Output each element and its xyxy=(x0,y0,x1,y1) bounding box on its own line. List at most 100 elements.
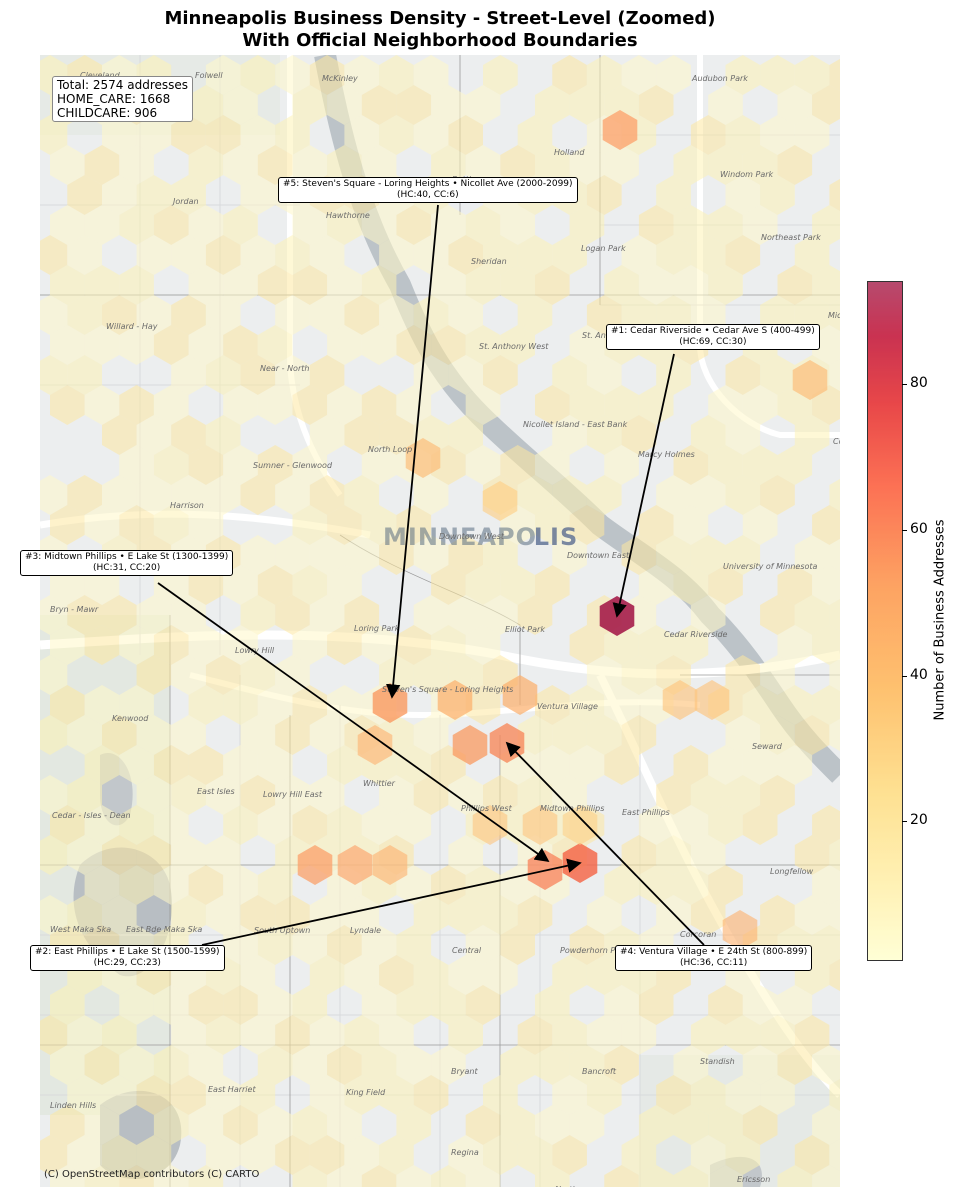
density-hex xyxy=(586,355,622,395)
density-hex xyxy=(760,595,795,635)
density-hex xyxy=(379,1135,414,1175)
neighborhood-label: Cedar - Isles - Dean xyxy=(52,811,131,820)
density-hex xyxy=(257,445,293,485)
density-hex xyxy=(257,1045,293,1085)
map-area[interactable]: MINNEAPO LIS ClevelandFolwellMcKinleyAud… xyxy=(40,55,840,1187)
density-hex xyxy=(760,655,795,695)
density-hex xyxy=(119,745,154,785)
density-hex xyxy=(586,55,622,95)
density-hex xyxy=(656,1075,691,1115)
neighborhood-label: Ventura Village xyxy=(537,702,598,711)
density-hex xyxy=(361,265,397,305)
density-hex xyxy=(102,595,137,635)
density-hex xyxy=(413,115,449,155)
density-hex xyxy=(829,58,840,92)
density-hex xyxy=(777,985,813,1025)
density-hex xyxy=(586,1075,622,1115)
density-hex xyxy=(483,955,518,995)
density-hex xyxy=(725,1135,761,1175)
density-hex xyxy=(448,235,483,275)
density-hex xyxy=(344,475,380,515)
density-hex xyxy=(586,475,622,515)
density-hex xyxy=(725,1075,761,1115)
density-hex xyxy=(327,505,362,545)
density-hex xyxy=(153,205,189,245)
neighborhood-label: Harrison xyxy=(170,501,204,510)
density-hex xyxy=(829,958,840,992)
density-hex xyxy=(240,115,276,155)
density-hex xyxy=(552,1135,587,1175)
density-hex xyxy=(361,325,397,365)
density-hex xyxy=(725,235,761,275)
density-hex xyxy=(102,295,137,335)
density-hex xyxy=(188,445,224,485)
density-hex-high xyxy=(694,680,730,720)
density-hex xyxy=(725,355,761,395)
density-hex xyxy=(67,1135,102,1175)
neighborhood-label: Northrop xyxy=(555,1185,591,1187)
density-hex xyxy=(240,535,276,575)
density-hex xyxy=(673,1045,709,1085)
density-hex xyxy=(40,775,68,815)
density-hex xyxy=(67,235,102,275)
density-hex xyxy=(292,1105,328,1145)
density-hex xyxy=(50,205,85,245)
density-hex xyxy=(119,1165,154,1187)
density-hex xyxy=(50,625,85,665)
density-hex xyxy=(153,385,189,425)
density-hex xyxy=(84,1165,120,1187)
density-hex xyxy=(586,655,622,695)
density-hex xyxy=(205,235,241,275)
density-hex xyxy=(309,955,345,995)
density-hex xyxy=(379,1015,414,1055)
density-hex xyxy=(361,85,397,125)
density-hex xyxy=(119,205,154,245)
density-hex xyxy=(84,505,120,545)
density-hex xyxy=(171,1015,206,1055)
density-hex xyxy=(119,505,154,545)
density-hex xyxy=(760,55,795,95)
density-hex xyxy=(708,265,743,305)
density-hex xyxy=(586,955,622,995)
density-hex xyxy=(552,1075,587,1115)
density-hex xyxy=(188,325,224,365)
density-hex xyxy=(309,355,345,395)
density-hex xyxy=(67,775,102,815)
density-hex xyxy=(812,1105,840,1145)
density-hex xyxy=(344,415,380,455)
density-hex xyxy=(812,685,840,725)
density-hex xyxy=(102,715,137,755)
density-hex xyxy=(621,55,657,95)
density-hex xyxy=(812,625,840,665)
density-hex xyxy=(794,235,830,275)
density-hex xyxy=(708,445,743,485)
density-hex xyxy=(205,475,241,515)
density-hex xyxy=(102,835,137,875)
density-hex xyxy=(396,1105,432,1145)
density-hex xyxy=(465,85,501,125)
density-hex xyxy=(725,175,761,215)
density-hex xyxy=(188,205,224,245)
density-hex xyxy=(136,295,172,335)
density-hex xyxy=(292,445,328,485)
neighborhood-label: Seward xyxy=(752,742,782,751)
density-hex xyxy=(777,685,813,725)
title-line-2: With Official Neighborhood Boundaries xyxy=(242,30,638,51)
density-hex xyxy=(119,1045,154,1085)
density-hex xyxy=(136,235,172,275)
density-hex xyxy=(535,445,570,485)
density-hex xyxy=(327,325,362,365)
density-hex xyxy=(379,115,414,155)
density-hex xyxy=(275,1135,310,1175)
density-hex xyxy=(361,205,397,245)
stats-box: Total: 2574 addresses HOME_CARE: 1668 CH… xyxy=(52,76,194,122)
density-hex xyxy=(136,1135,172,1175)
density-hex xyxy=(292,205,328,245)
density-hex xyxy=(794,55,830,95)
density-hex xyxy=(812,265,840,305)
density-hex xyxy=(638,1165,674,1187)
density-hex xyxy=(153,505,189,545)
density-hex xyxy=(223,145,258,185)
annotation-5: #5: Steven's Square - Loring Heights • N… xyxy=(278,177,578,203)
density-hex xyxy=(760,715,795,755)
